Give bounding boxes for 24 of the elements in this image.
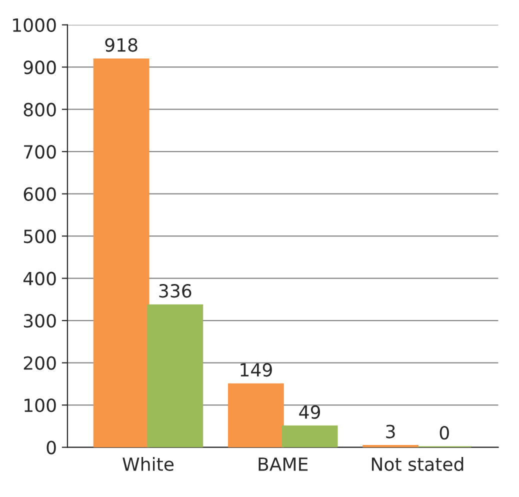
y-tick-label: 500: [24, 230, 56, 244]
y-tick-label: 0: [46, 440, 56, 454]
y-tick-label: 900: [24, 60, 56, 74]
y-tick-label: 600: [24, 187, 56, 201]
y-tick-label: 100: [24, 398, 56, 412]
data-label: 336: [159, 284, 192, 298]
x-tick-label: Not stated: [372, 457, 464, 471]
data-label: 918: [105, 38, 138, 52]
y-tick-label: 300: [24, 314, 56, 328]
y-tick-label: 700: [24, 145, 56, 159]
y-tick-label: 400: [23, 272, 56, 286]
y-tick-label: 800: [24, 102, 56, 116]
bar: [228, 383, 284, 448]
y-tick-label: 1000: [13, 18, 56, 32]
x-tick-label: White: [122, 457, 174, 471]
bar: [147, 304, 204, 448]
data-label: 49: [299, 405, 320, 419]
y-tick-label: 200: [24, 356, 56, 370]
data-label: 149: [240, 363, 272, 377]
data-label: 3: [386, 424, 395, 438]
x-tick-label: BAME: [258, 458, 308, 471]
bar: [282, 426, 338, 448]
bar: [93, 58, 150, 448]
data-label: 0: [440, 426, 449, 440]
